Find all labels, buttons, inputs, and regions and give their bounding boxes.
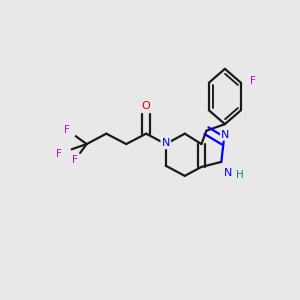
Text: F: F: [64, 125, 70, 135]
Text: F: F: [250, 76, 256, 86]
Text: F: F: [72, 155, 78, 165]
Text: N: N: [221, 130, 230, 140]
Text: N: N: [162, 138, 170, 148]
Text: H: H: [236, 170, 244, 180]
Text: O: O: [142, 101, 151, 111]
Text: N: N: [224, 168, 232, 178]
Text: F: F: [56, 148, 62, 159]
